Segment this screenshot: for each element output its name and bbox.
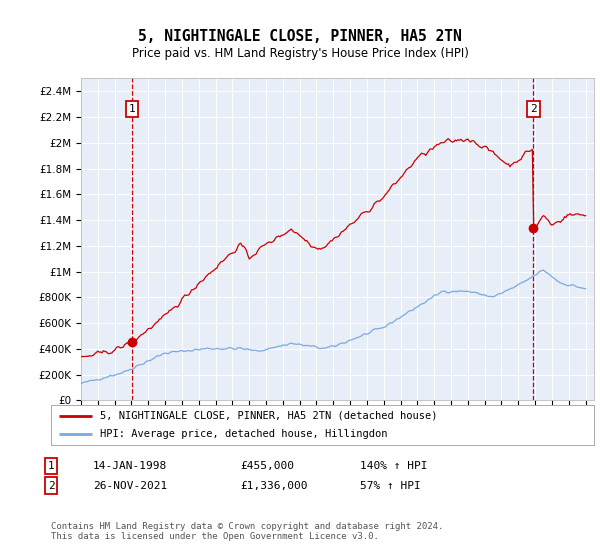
Text: 57% ↑ HPI: 57% ↑ HPI <box>360 480 421 491</box>
Text: HPI: Average price, detached house, Hillingdon: HPI: Average price, detached house, Hill… <box>100 430 388 439</box>
Text: Price paid vs. HM Land Registry's House Price Index (HPI): Price paid vs. HM Land Registry's House … <box>131 46 469 60</box>
Text: 2: 2 <box>47 480 55 491</box>
Text: 2: 2 <box>530 104 537 114</box>
Text: 5, NIGHTINGALE CLOSE, PINNER, HA5 2TN (detached house): 5, NIGHTINGALE CLOSE, PINNER, HA5 2TN (d… <box>100 411 437 421</box>
Text: 140% ↑ HPI: 140% ↑ HPI <box>360 461 427 471</box>
Text: 1: 1 <box>129 104 136 114</box>
Text: 14-JAN-1998: 14-JAN-1998 <box>93 461 167 471</box>
Text: 1: 1 <box>47 461 55 471</box>
Text: Contains HM Land Registry data © Crown copyright and database right 2024.
This d: Contains HM Land Registry data © Crown c… <box>51 522 443 542</box>
Text: £455,000: £455,000 <box>240 461 294 471</box>
Text: £1,336,000: £1,336,000 <box>240 480 308 491</box>
Text: 26-NOV-2021: 26-NOV-2021 <box>93 480 167 491</box>
Text: 5, NIGHTINGALE CLOSE, PINNER, HA5 2TN: 5, NIGHTINGALE CLOSE, PINNER, HA5 2TN <box>138 29 462 44</box>
